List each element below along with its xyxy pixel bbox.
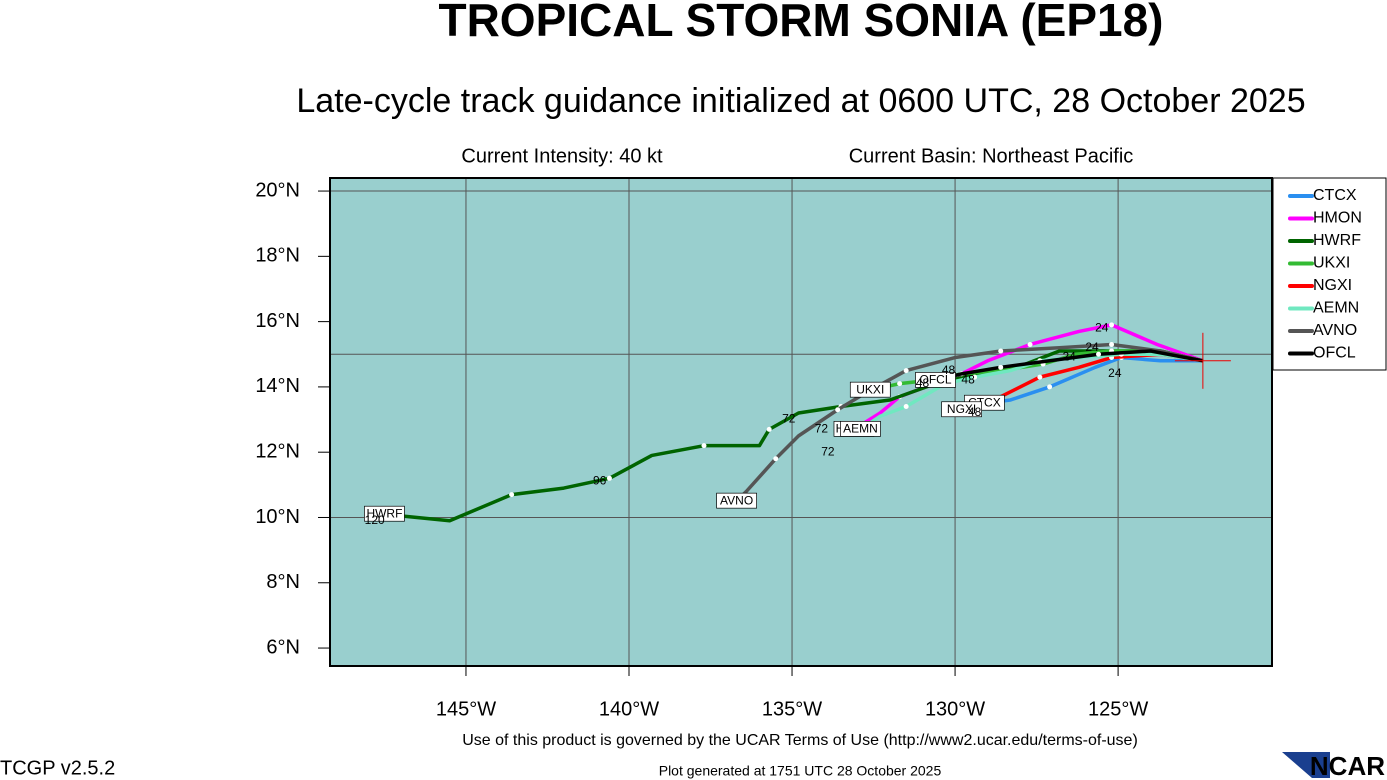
- legend-label: AVNO: [1313, 322, 1357, 339]
- track-point: [903, 368, 909, 374]
- track: [935, 349, 1204, 383]
- track-point: [998, 348, 1004, 354]
- hour-label: 96: [593, 474, 607, 488]
- hour-label: 72: [821, 444, 835, 458]
- legend-label: OFCL: [1313, 345, 1356, 362]
- legend-label: AEMN: [1313, 300, 1359, 317]
- plot-area: [330, 178, 1272, 666]
- legend-label: HMON: [1313, 210, 1362, 227]
- footer: Use of this product is governed by the U…: [462, 732, 1138, 749]
- track-point: [1037, 374, 1043, 380]
- y-tick-label: 8°N: [266, 571, 300, 593]
- hour-label: 24: [1095, 320, 1109, 334]
- hour-label: 72: [815, 422, 829, 436]
- y-tick-label: 12°N: [255, 440, 300, 462]
- hour-label: 24: [1063, 350, 1077, 364]
- track-point: [835, 407, 841, 413]
- version: TCGP v2.5.2: [0, 757, 115, 779]
- chart-subtitle: Late-cycle track guidance initialized at…: [296, 82, 1305, 120]
- x-tick-label: 140°W: [599, 698, 659, 720]
- track-point: [1109, 322, 1115, 328]
- track: [859, 352, 1204, 431]
- legend-label: NGXI: [1313, 277, 1352, 294]
- hour-label: 48: [968, 405, 982, 419]
- x-tick-label: 130°W: [925, 698, 985, 720]
- track-label: NGXI: [947, 402, 976, 416]
- hour-label: 24: [1085, 340, 1099, 354]
- track-label: OFCL: [919, 373, 951, 387]
- track-label: AVNO: [720, 493, 753, 507]
- track-label: AEMN: [843, 422, 878, 436]
- track: [853, 323, 1204, 431]
- legend-label: HWRF: [1313, 232, 1361, 249]
- y-tick-label: 20°N: [255, 179, 300, 201]
- x-tick-label: 135°W: [762, 698, 822, 720]
- info: Current Basin: Northeast Pacific: [849, 145, 1134, 167]
- y-tick-label: 18°N: [255, 245, 300, 267]
- track: [984, 355, 1203, 405]
- y-tick-label: 6°N: [266, 636, 300, 658]
- track-point: [606, 475, 612, 481]
- hour-label: 24: [1108, 366, 1122, 380]
- track-point: [972, 374, 978, 380]
- track-point: [1047, 384, 1053, 390]
- generated: Plot generated at 1751 UTC 28 October 20…: [659, 763, 942, 779]
- track-label-box: [840, 420, 881, 437]
- hour-label: 48: [916, 376, 930, 390]
- track-label-box: [364, 505, 405, 522]
- track-point: [903, 403, 909, 409]
- y-tick-label: 14°N: [255, 375, 300, 397]
- track-point: [766, 426, 772, 432]
- track-label-box: [849, 381, 891, 398]
- track-label-box: [941, 401, 982, 418]
- y-tick-label: 16°N: [255, 310, 300, 332]
- legend-box: [1272, 177, 1387, 371]
- track-label: UKXI: [856, 382, 884, 396]
- legend-label: UKXI: [1313, 255, 1350, 272]
- track-point: [998, 364, 1004, 370]
- track-label-box: [716, 492, 757, 509]
- logo-mark: [1282, 752, 1330, 778]
- chart-title: TROPICAL STORM SONIA (EP18): [438, 0, 1163, 46]
- track-point: [773, 456, 779, 462]
- hour-label: 72: [782, 412, 796, 426]
- track-point: [509, 492, 515, 498]
- x-tick-label: 145°W: [436, 698, 496, 720]
- track-label: HWRF: [366, 506, 402, 520]
- track-label-box: [915, 372, 956, 388]
- track-point: [1096, 351, 1102, 357]
- track: [384, 349, 1204, 523]
- hour-label: 120: [365, 513, 385, 527]
- logo: NCAR: [1310, 751, 1385, 780]
- track-point: [701, 443, 707, 449]
- hour-label: 48: [961, 373, 975, 387]
- hour-label: 48: [942, 363, 956, 377]
- info: Current Intensity: 40 kt: [461, 145, 663, 167]
- x-tick-label: 125°W: [1088, 698, 1148, 720]
- track-point: [897, 381, 903, 387]
- track-point: [1109, 341, 1115, 347]
- track-point: [1027, 341, 1033, 347]
- legend-label: CTCX: [1313, 187, 1357, 204]
- y-tick-label: 10°N: [255, 506, 300, 528]
- plot-frame: [329, 177, 1273, 667]
